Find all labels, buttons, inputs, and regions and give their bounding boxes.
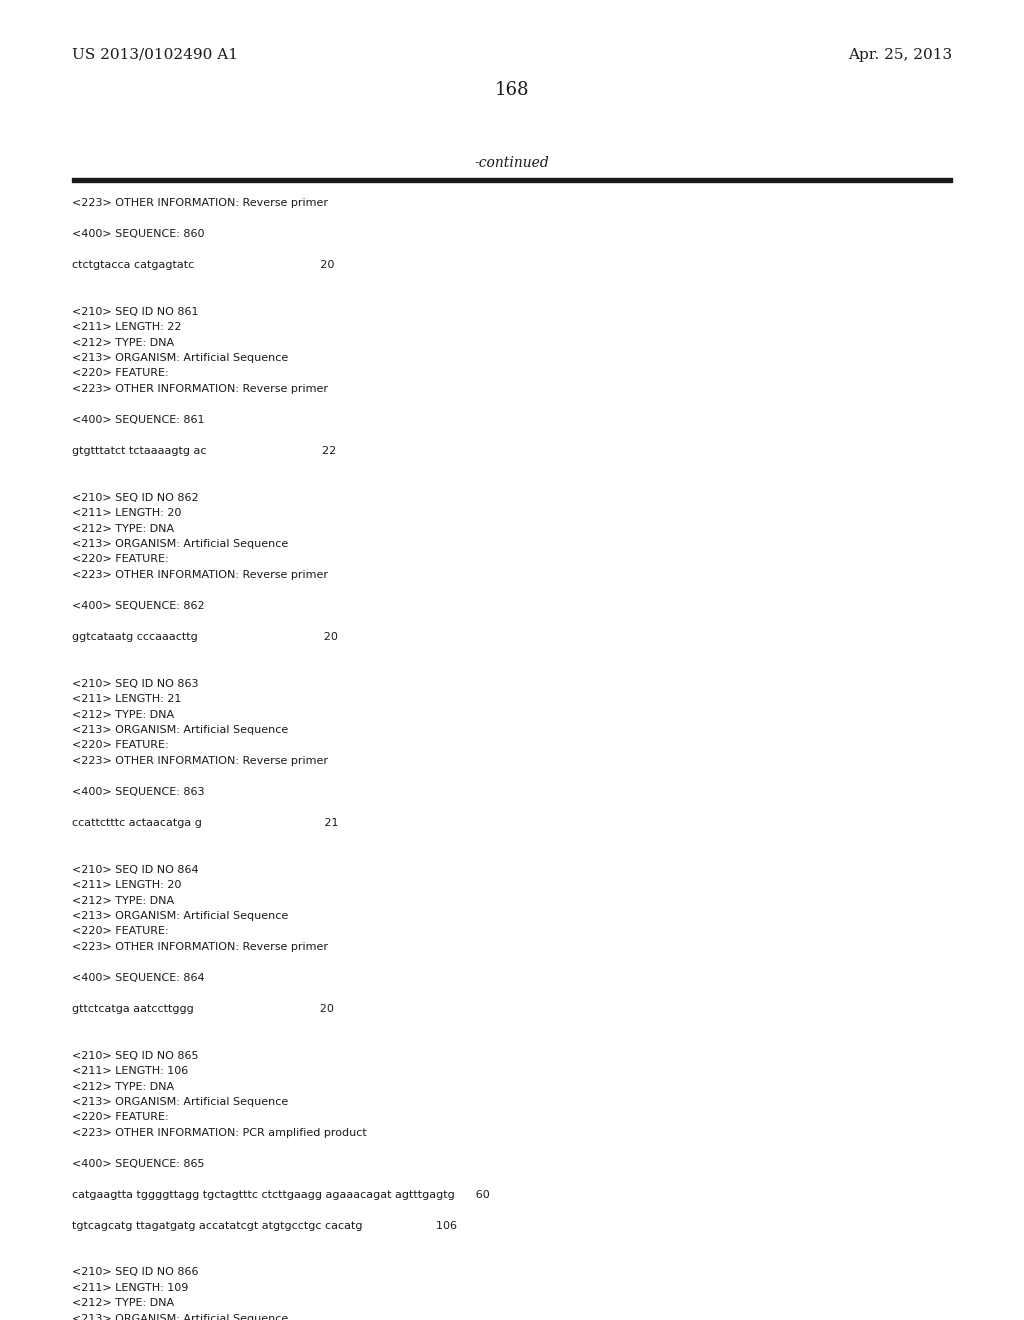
- Text: gtgtttatct tctaaaagtg ac                                 22: gtgtttatct tctaaaagtg ac 22: [72, 446, 336, 455]
- Text: <212> TYPE: DNA: <212> TYPE: DNA: [72, 1299, 174, 1308]
- Text: <210> SEQ ID NO 866: <210> SEQ ID NO 866: [72, 1267, 199, 1278]
- Text: <220> FEATURE:: <220> FEATURE:: [72, 927, 169, 936]
- Text: <211> LENGTH: 20: <211> LENGTH: 20: [72, 508, 181, 517]
- Text: <211> LENGTH: 20: <211> LENGTH: 20: [72, 880, 181, 890]
- Text: <212> TYPE: DNA: <212> TYPE: DNA: [72, 1081, 174, 1092]
- Text: US 2013/0102490 A1: US 2013/0102490 A1: [72, 48, 238, 62]
- Text: <210> SEQ ID NO 863: <210> SEQ ID NO 863: [72, 678, 199, 689]
- Text: Apr. 25, 2013: Apr. 25, 2013: [848, 48, 952, 62]
- Text: <223> OTHER INFORMATION: Reverse primer: <223> OTHER INFORMATION: Reverse primer: [72, 756, 328, 766]
- Text: <400> SEQUENCE: 862: <400> SEQUENCE: 862: [72, 601, 205, 611]
- Text: <213> ORGANISM: Artificial Sequence: <213> ORGANISM: Artificial Sequence: [72, 1097, 288, 1107]
- Text: <213> ORGANISM: Artificial Sequence: <213> ORGANISM: Artificial Sequence: [72, 911, 288, 921]
- Text: <213> ORGANISM: Artificial Sequence: <213> ORGANISM: Artificial Sequence: [72, 725, 288, 735]
- Text: gttctcatga aatccttggg                                    20: gttctcatga aatccttggg 20: [72, 1005, 334, 1014]
- Text: -continued: -continued: [475, 156, 549, 170]
- Text: catgaagtta tggggttagg tgctagtttc ctcttgaagg agaaacagat agtttgagtg      60: catgaagtta tggggttagg tgctagtttc ctcttga…: [72, 1191, 489, 1200]
- Text: <223> OTHER INFORMATION: Reverse primer: <223> OTHER INFORMATION: Reverse primer: [72, 570, 328, 579]
- Text: <223> OTHER INFORMATION: PCR amplified product: <223> OTHER INFORMATION: PCR amplified p…: [72, 1129, 367, 1138]
- Text: <212> TYPE: DNA: <212> TYPE: DNA: [72, 710, 174, 719]
- Text: ggtcataatg cccaaacttg                                    20: ggtcataatg cccaaacttg 20: [72, 632, 338, 642]
- Text: <220> FEATURE:: <220> FEATURE:: [72, 368, 169, 379]
- Text: <400> SEQUENCE: 861: <400> SEQUENCE: 861: [72, 414, 205, 425]
- Text: <400> SEQUENCE: 864: <400> SEQUENCE: 864: [72, 973, 205, 983]
- Text: <223> OTHER INFORMATION: Reverse primer: <223> OTHER INFORMATION: Reverse primer: [72, 384, 328, 393]
- Text: <213> ORGANISM: Artificial Sequence: <213> ORGANISM: Artificial Sequence: [72, 539, 288, 549]
- Text: <212> TYPE: DNA: <212> TYPE: DNA: [72, 895, 174, 906]
- Text: ctctgtacca catgagtatc                                    20: ctctgtacca catgagtatc 20: [72, 260, 335, 271]
- Text: <400> SEQUENCE: 863: <400> SEQUENCE: 863: [72, 787, 205, 797]
- Text: <210> SEQ ID NO 865: <210> SEQ ID NO 865: [72, 1051, 199, 1060]
- Text: <400> SEQUENCE: 860: <400> SEQUENCE: 860: [72, 228, 205, 239]
- Text: tgtcagcatg ttagatgatg accatatcgt atgtgcctgc cacatg                     106: tgtcagcatg ttagatgatg accatatcgt atgtgcc…: [72, 1221, 457, 1232]
- Text: <223> OTHER INFORMATION: Reverse primer: <223> OTHER INFORMATION: Reverse primer: [72, 942, 328, 952]
- Text: <210> SEQ ID NO 862: <210> SEQ ID NO 862: [72, 492, 199, 503]
- Text: <210> SEQ ID NO 861: <210> SEQ ID NO 861: [72, 306, 199, 317]
- Text: <211> LENGTH: 109: <211> LENGTH: 109: [72, 1283, 188, 1294]
- Text: <212> TYPE: DNA: <212> TYPE: DNA: [72, 524, 174, 533]
- Text: <211> LENGTH: 22: <211> LENGTH: 22: [72, 322, 181, 333]
- Text: <213> ORGANISM: Artificial Sequence: <213> ORGANISM: Artificial Sequence: [72, 352, 288, 363]
- Text: <400> SEQUENCE: 865: <400> SEQUENCE: 865: [72, 1159, 205, 1170]
- Text: 168: 168: [495, 81, 529, 99]
- Text: <211> LENGTH: 21: <211> LENGTH: 21: [72, 694, 181, 704]
- Text: <220> FEATURE:: <220> FEATURE:: [72, 1113, 169, 1122]
- Text: <211> LENGTH: 106: <211> LENGTH: 106: [72, 1067, 188, 1076]
- Text: <210> SEQ ID NO 864: <210> SEQ ID NO 864: [72, 865, 199, 874]
- Text: <213> ORGANISM: Artificial Sequence: <213> ORGANISM: Artificial Sequence: [72, 1313, 288, 1320]
- Text: <220> FEATURE:: <220> FEATURE:: [72, 741, 169, 751]
- Text: <212> TYPE: DNA: <212> TYPE: DNA: [72, 338, 174, 347]
- Text: <223> OTHER INFORMATION: Reverse primer: <223> OTHER INFORMATION: Reverse primer: [72, 198, 328, 209]
- Text: <220> FEATURE:: <220> FEATURE:: [72, 554, 169, 565]
- Text: ccattctttc actaacatga g                                   21: ccattctttc actaacatga g 21: [72, 818, 339, 828]
